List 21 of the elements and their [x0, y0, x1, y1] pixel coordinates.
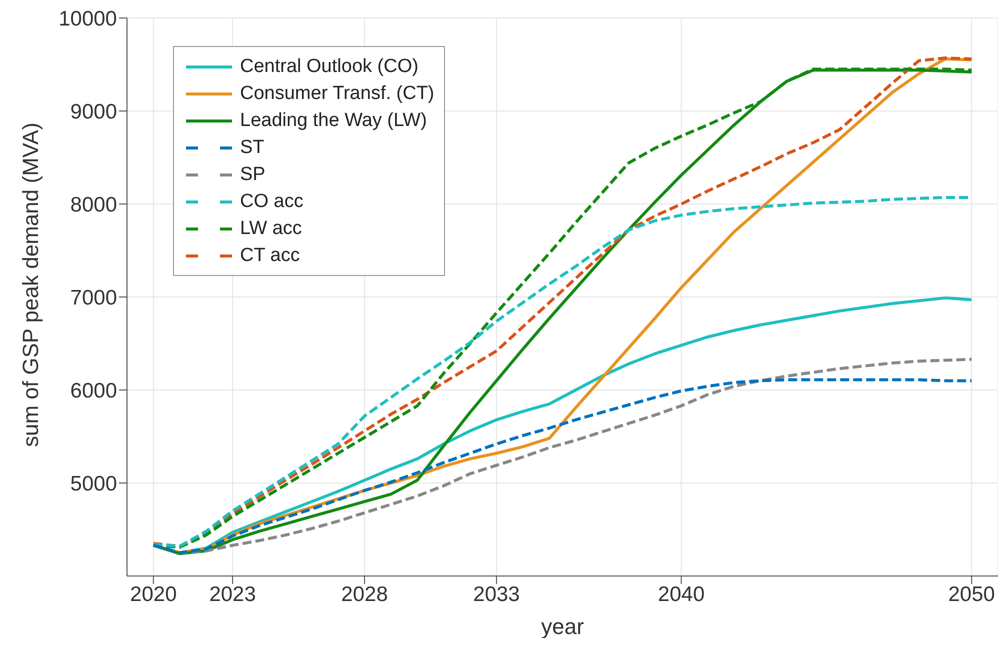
x-tick-label: 2040	[658, 582, 705, 606]
x-tick-label: 2023	[209, 582, 256, 606]
x-tick-label: 2033	[473, 582, 520, 606]
legend-label: Central Outlook (CO)	[240, 56, 418, 78]
legend-label: ST	[240, 136, 264, 158]
y-tick-label: 10000	[58, 7, 117, 30]
x-tick-label: 2028	[341, 582, 388, 606]
y-tick-label: 6000	[70, 379, 117, 402]
legend-label: CO acc	[240, 190, 304, 212]
legend-label: Consumer Transf. (CT)	[240, 82, 434, 104]
y-tick-label: 5000	[70, 472, 117, 496]
y-tick-label: 7000	[70, 286, 117, 310]
x-tick-label: 2050	[948, 582, 995, 606]
legend-label: LW acc	[240, 218, 302, 240]
y-tick-label: 9000	[70, 100, 117, 124]
x-tick-label: 2020	[130, 582, 177, 606]
y-axis-title: sum of GSP peak demand (MVA)	[18, 122, 43, 447]
y-tick-label: 8000	[70, 193, 117, 216]
legend-label: CT acc	[240, 244, 300, 266]
legend-label: Leading the Way (LW)	[240, 110, 427, 132]
legend-label: SP	[240, 164, 266, 186]
